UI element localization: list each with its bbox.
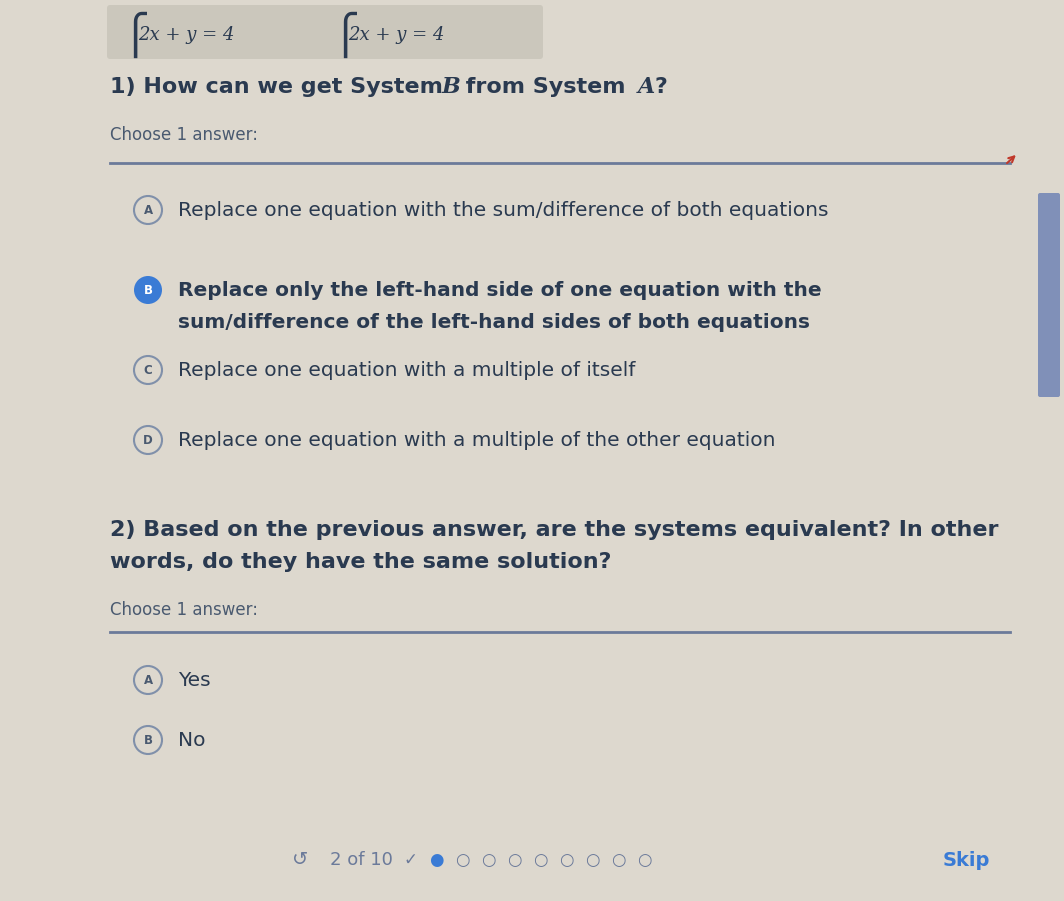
Text: Replace one equation with the sum/difference of both equations: Replace one equation with the sum/differ… (178, 201, 829, 220)
Circle shape (134, 666, 162, 694)
Circle shape (134, 196, 162, 224)
Text: ○: ○ (611, 851, 626, 869)
Text: Replace only the left-hand side of one equation with the: Replace only the left-hand side of one e… (178, 280, 821, 299)
Text: ⎧: ⎧ (120, 12, 149, 59)
Text: ✓: ✓ (403, 851, 417, 869)
Text: ○: ○ (481, 851, 495, 869)
Text: 2x + y = 4: 2x + y = 4 (348, 26, 445, 44)
Text: ⎧: ⎧ (330, 12, 360, 59)
FancyBboxPatch shape (1038, 193, 1060, 397)
Text: B: B (144, 733, 152, 747)
Text: ●: ● (429, 851, 444, 869)
Text: ○: ○ (533, 851, 547, 869)
Text: ○: ○ (585, 851, 599, 869)
Text: A: A (144, 674, 152, 687)
Text: C: C (144, 363, 152, 377)
Text: B: B (144, 284, 152, 296)
Text: 2) Based on the previous answer, are the systems equivalent? In other: 2) Based on the previous answer, are the… (110, 520, 998, 540)
Circle shape (134, 726, 162, 754)
Text: Skip: Skip (943, 851, 990, 869)
Circle shape (134, 426, 162, 454)
Text: A: A (144, 204, 152, 216)
Text: D: D (144, 433, 153, 447)
Text: B: B (442, 76, 461, 98)
FancyBboxPatch shape (107, 5, 543, 59)
Text: from System: from System (458, 77, 633, 97)
Text: ○: ○ (506, 851, 521, 869)
Text: ○: ○ (636, 851, 651, 869)
Text: A: A (638, 76, 655, 98)
Text: 2x + y = 4: 2x + y = 4 (138, 26, 234, 44)
Text: Choose 1 answer:: Choose 1 answer: (110, 126, 257, 144)
Text: Yes: Yes (178, 670, 211, 689)
Text: sum/difference of the left-hand sides of both equations: sum/difference of the left-hand sides of… (178, 313, 810, 332)
Text: 1) How can we get System: 1) How can we get System (110, 77, 451, 97)
Text: ?: ? (655, 77, 668, 97)
Circle shape (134, 276, 162, 304)
Text: words, do they have the same solution?: words, do they have the same solution? (110, 552, 612, 572)
Text: No: No (178, 731, 205, 750)
Text: ↺: ↺ (292, 851, 309, 869)
Circle shape (134, 356, 162, 384)
Text: Replace one equation with a multiple of the other equation: Replace one equation with a multiple of … (178, 431, 776, 450)
Text: ○: ○ (454, 851, 469, 869)
Text: 2 of 10: 2 of 10 (330, 851, 393, 869)
Text: Replace one equation with a multiple of itself: Replace one equation with a multiple of … (178, 360, 635, 379)
Text: Choose 1 answer:: Choose 1 answer: (110, 601, 257, 619)
Text: ○: ○ (559, 851, 573, 869)
